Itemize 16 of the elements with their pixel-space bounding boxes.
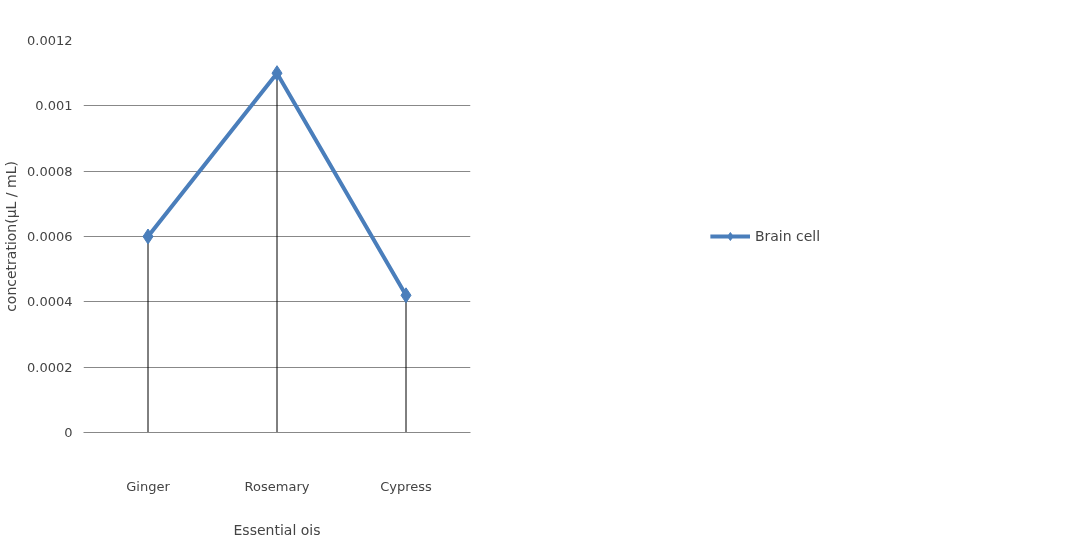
x-tick-label: Rosemary <box>244 478 310 494</box>
y-tick-label: 0.0006 <box>27 229 73 244</box>
y-tick-label: 0 <box>64 425 73 440</box>
y-tick-label: 0.001 <box>35 98 73 114</box>
x-axis-title: Essential ois <box>233 521 321 538</box>
point <box>271 65 283 82</box>
legend-label: Brain cell <box>754 228 821 244</box>
point <box>400 287 412 304</box>
y-tick-label: 0.0004 <box>27 294 73 310</box>
x-tick-label: Cypress <box>380 478 433 494</box>
y-tick-label: 0.0008 <box>27 163 73 179</box>
y-tick-label: 0.0012 <box>27 33 73 48</box>
point <box>142 228 154 245</box>
x-tick-label: Ginger <box>126 478 171 494</box>
y-axis-title: concetration(μL / mL) <box>3 161 20 312</box>
y-tick-label: 0.0002 <box>27 359 73 375</box>
